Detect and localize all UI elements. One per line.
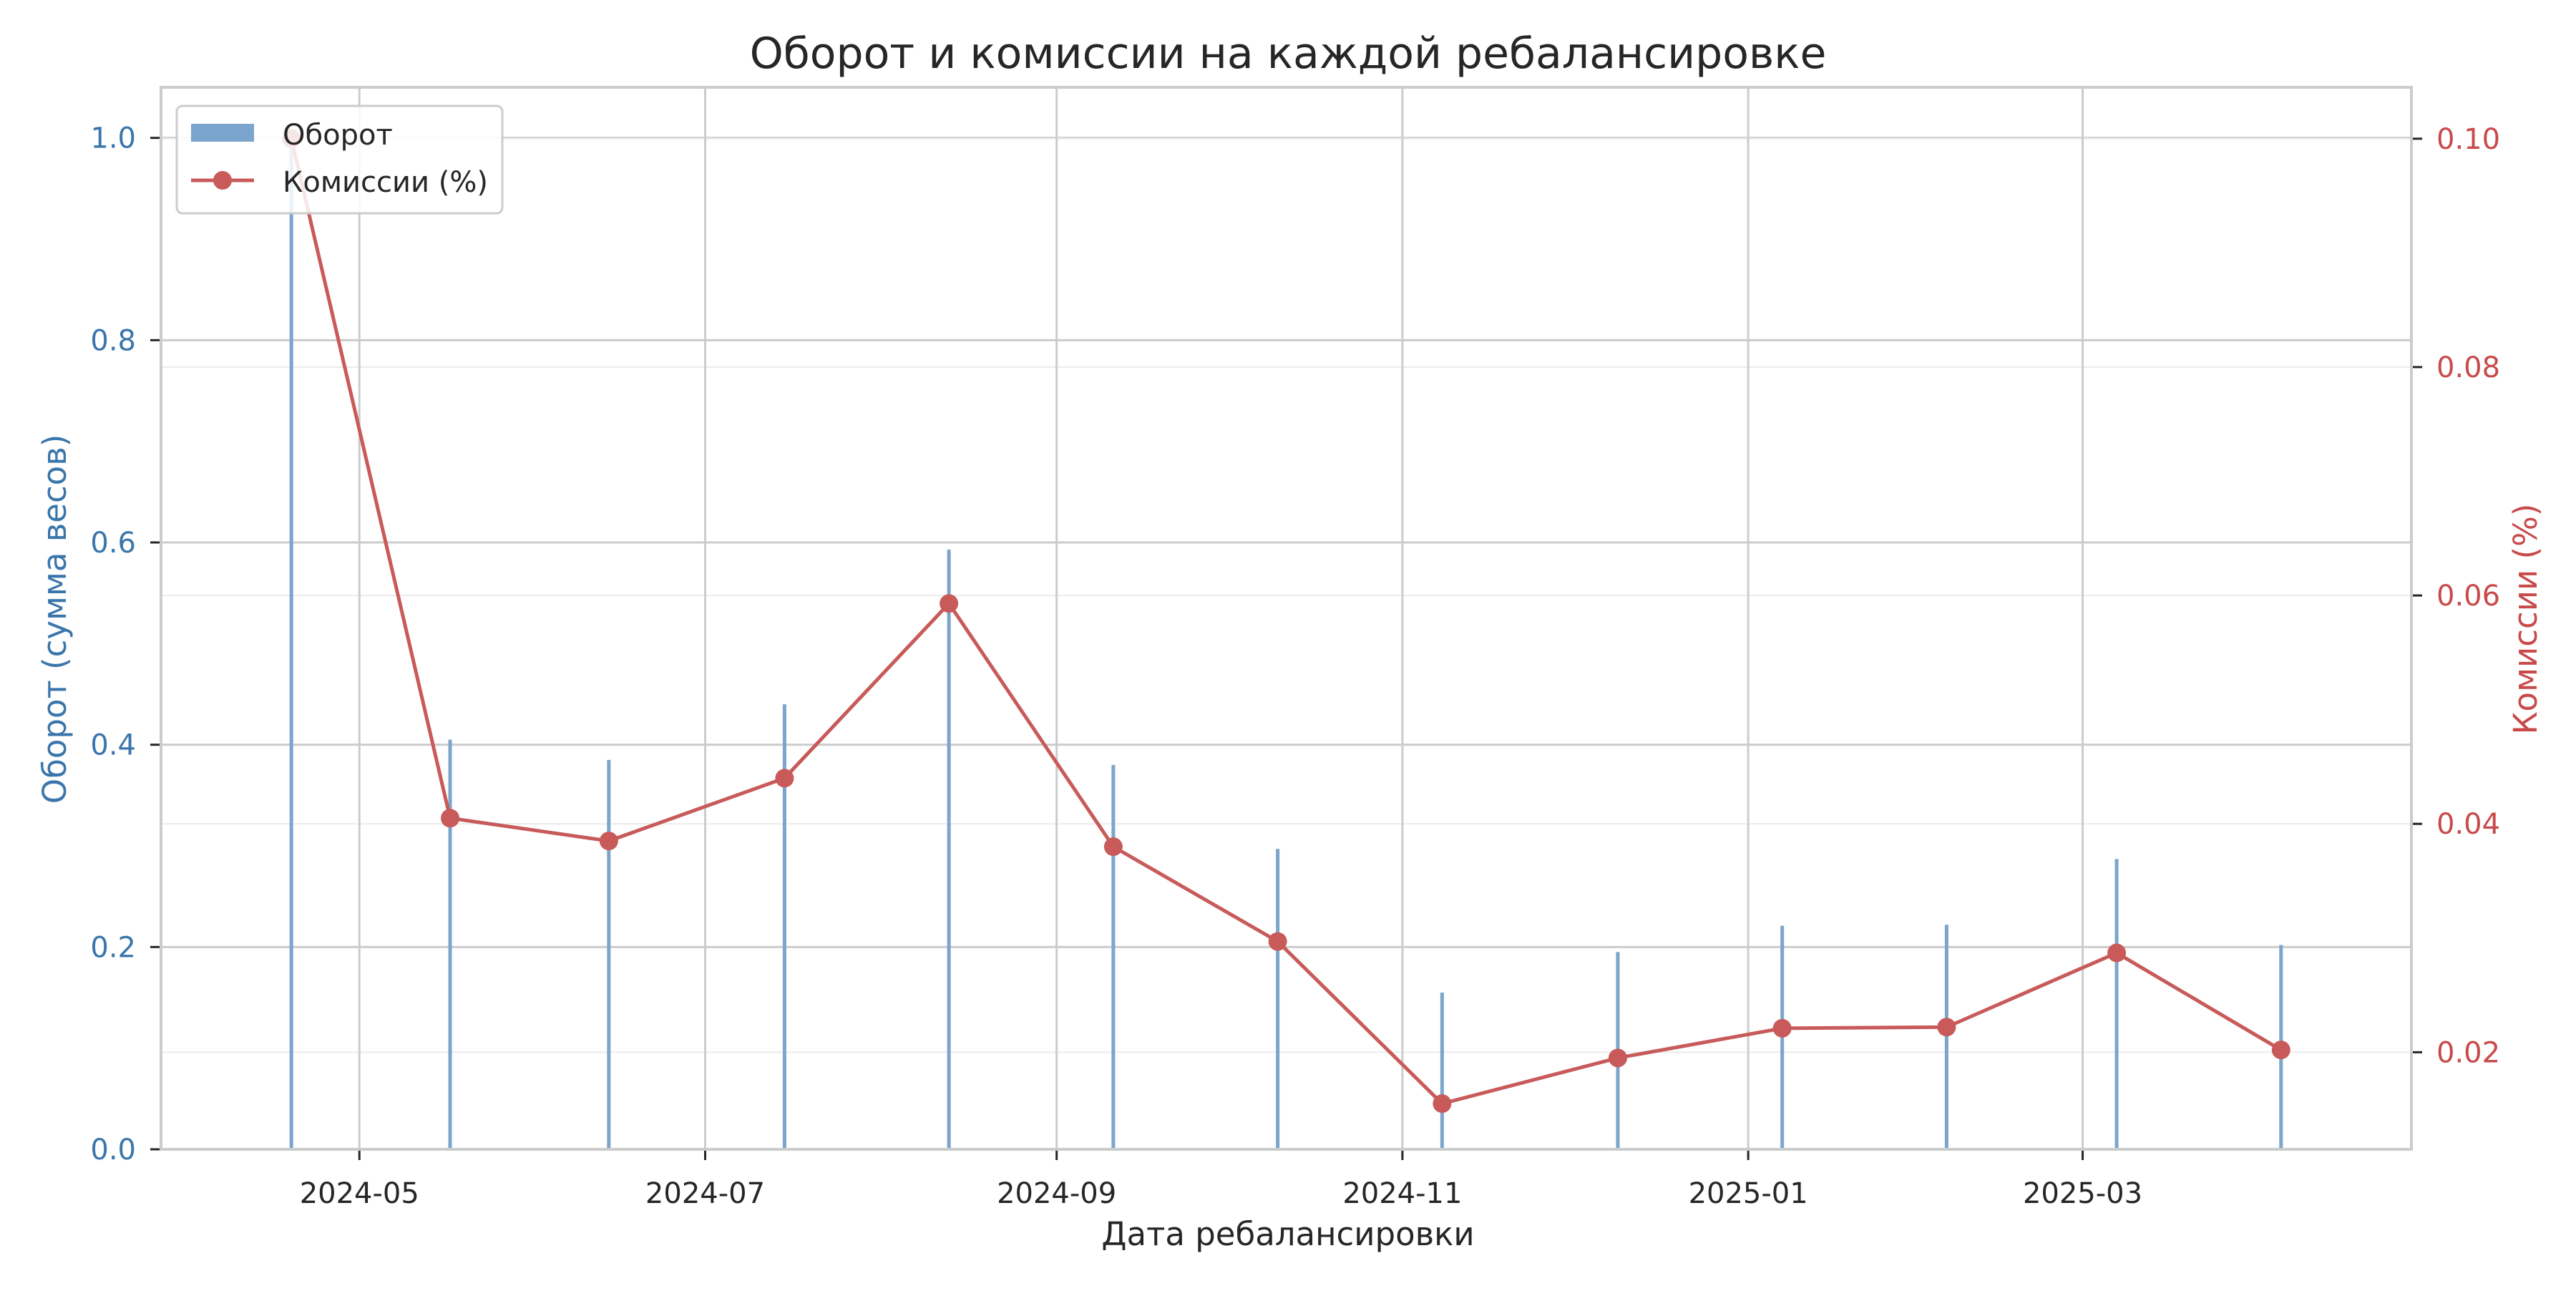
y-left-tick-label: 0.8 bbox=[90, 324, 136, 357]
commission-point bbox=[1608, 1048, 1627, 1068]
y-left-tick-label: 0.0 bbox=[90, 1134, 136, 1166]
commission-point bbox=[1433, 1094, 1452, 1114]
y-right-tick-label: 0.04 bbox=[2436, 808, 2500, 841]
axes-layer: 0.0 0.2 0.4 0.6 0.8 1.0 0.02 0.04 0.06 0.08 0.10 20… bbox=[90, 86, 2500, 1210]
commission-point bbox=[2271, 1041, 2290, 1060]
turnover-bar bbox=[2114, 859, 2119, 1149]
x-axis-label: Дата ребалансировки bbox=[1101, 1215, 1474, 1253]
turnover-bar bbox=[448, 739, 452, 1149]
y-left-tick-label: 1.0 bbox=[90, 122, 136, 155]
y-left-tick-label: 0.4 bbox=[90, 729, 136, 762]
commission-point bbox=[1772, 1018, 1792, 1038]
y-left-tick-label: 0.6 bbox=[90, 527, 136, 560]
turnover-bar bbox=[289, 137, 293, 1150]
legend-frame bbox=[175, 104, 504, 215]
commission-point bbox=[1937, 1018, 1956, 1037]
commission-point bbox=[599, 832, 618, 851]
x-tick-label: 2025-03 bbox=[2023, 1177, 2142, 1210]
commission-point bbox=[940, 594, 959, 613]
x-tick-label: 2024-11 bbox=[1342, 1177, 1462, 1210]
chart-title: Оборот и комиссии на каждой ребалансиров… bbox=[750, 29, 1827, 79]
legend-label-turnover: Оборот bbox=[283, 119, 393, 152]
commission-line bbox=[282, 129, 2290, 1114]
turnover-bar bbox=[947, 549, 951, 1149]
legend-bar-swatch bbox=[191, 124, 254, 142]
legend-marker-swatch bbox=[213, 171, 232, 190]
y-left-tick-label: 0.2 bbox=[90, 931, 136, 964]
x-tick-label: 2024-05 bbox=[300, 1177, 419, 1210]
turnover-bar bbox=[1944, 925, 1948, 1149]
y-axis-right-label: Комиссии (%) bbox=[2507, 504, 2545, 735]
y-right-tick-label: 0.10 bbox=[2436, 123, 2500, 156]
x-tick-label: 2024-07 bbox=[645, 1177, 765, 1210]
commission-point bbox=[441, 809, 460, 828]
commission-point bbox=[775, 769, 794, 788]
plot-frame bbox=[160, 86, 2413, 1151]
turnover-bar bbox=[607, 759, 611, 1149]
commission-line-path bbox=[289, 138, 2283, 1106]
commission-point bbox=[2107, 943, 2127, 963]
turnover-bar bbox=[1440, 992, 1444, 1149]
y-right-tick-label: 0.06 bbox=[2436, 580, 2500, 613]
turnover-bar bbox=[782, 704, 786, 1149]
x-tick-label: 2024-09 bbox=[997, 1177, 1116, 1210]
legend: Оборот Комиссии (%) bbox=[175, 104, 504, 215]
turnover-bar bbox=[1111, 764, 1116, 1149]
commission-point bbox=[1268, 932, 1287, 951]
turnover-bars bbox=[289, 137, 2283, 1150]
y-right-tick-label: 0.02 bbox=[2436, 1036, 2500, 1069]
y-axis-left-label: Оборот (сумма весов) bbox=[36, 434, 74, 804]
turnover-bar bbox=[1276, 849, 1280, 1149]
commission-point bbox=[1103, 837, 1123, 857]
grid-layer bbox=[161, 87, 2411, 1151]
x-tick-label: 2025-01 bbox=[1689, 1177, 1808, 1210]
legend-label-commission: Комиссии (%) bbox=[283, 166, 488, 199]
y-right-tick-label: 0.08 bbox=[2436, 351, 2500, 384]
